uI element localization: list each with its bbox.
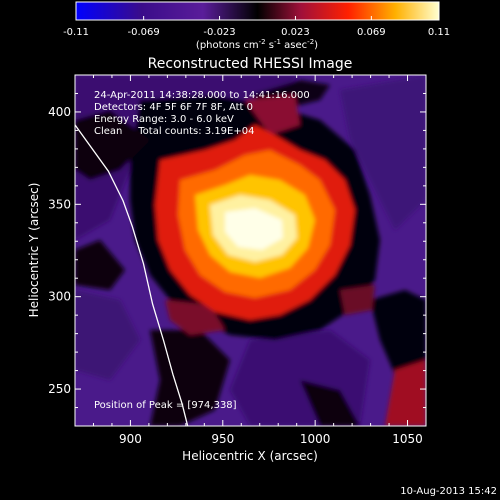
colorbar-tick-label: -0.069	[128, 27, 160, 38]
x-axis-ticks: 900 950 1000 1050	[92, 75, 427, 446]
colorbar-ticks: -0.11 -0.069 -0.023 0.023 0.069 0.11	[63, 16, 450, 38]
colorbar-tick-label: 0.11	[428, 27, 450, 38]
y-tick-label: 300	[48, 290, 71, 304]
peak-position-label: Position of Peak = [974,338]	[94, 400, 237, 411]
y-axis-label: Heliocentric Y (arcsec)	[27, 183, 41, 318]
colorbar-tick-label: 0.023	[281, 27, 310, 38]
colorbar	[75, 1, 440, 21]
heatmap-image	[75, 75, 426, 426]
colorbar-tick-label: -0.11	[63, 27, 89, 38]
colorbar-unit-label: (photons cm-2 s-1 asec-2)	[196, 38, 318, 51]
chart-title: Reconstructed RHESSI Image	[148, 56, 353, 72]
annotation-clean-counts: Clean Total counts: 3.19E+04	[94, 126, 254, 137]
x-axis-label: Heliocentric X (arcsec)	[182, 449, 318, 463]
plot-frame	[74, 74, 427, 427]
annotation-block: 24-Apr-2011 14:38:28.000 to 14:41:16.000…	[94, 90, 310, 137]
annotation-time-range: 24-Apr-2011 14:38:28.000 to 14:41:16.000	[94, 90, 310, 101]
annotation-detectors: Detectors: 4F 5F 6F 7F 8F, Att 0	[94, 102, 253, 113]
annotation-energy-range: Energy Range: 3.0 - 6.0 keV	[94, 114, 234, 125]
y-tick-label: 400	[48, 105, 71, 119]
x-tick-label: 950	[211, 432, 234, 446]
x-tick-label: 1050	[392, 432, 423, 446]
y-axis-ticks: 250 300 350 400	[48, 74, 426, 409]
x-tick-label: 1000	[300, 432, 331, 446]
footer-timestamp: 10-Aug-2013 15:42	[400, 486, 497, 497]
colorbar-tick-label: -0.023	[203, 27, 235, 38]
y-tick-label: 250	[48, 382, 71, 396]
y-tick-label: 350	[48, 197, 71, 211]
x-tick-label: 900	[119, 432, 142, 446]
solar-limb-line	[75, 124, 189, 426]
colorbar-tick-label: 0.069	[357, 27, 386, 38]
